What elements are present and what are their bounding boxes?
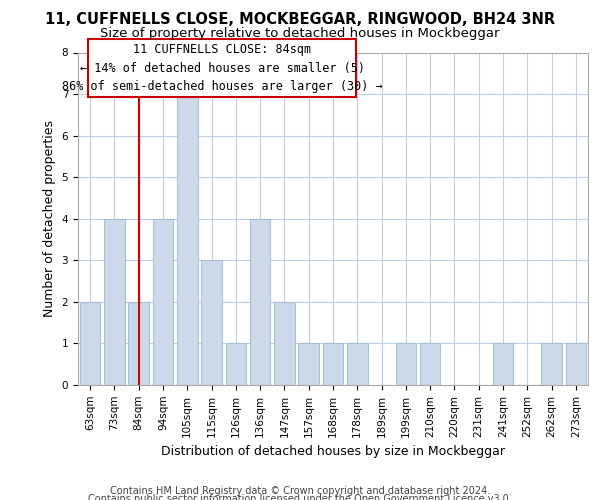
Bar	[493, 344, 514, 385]
Bar	[201, 260, 222, 385]
Bar	[566, 344, 586, 385]
FancyBboxPatch shape	[88, 39, 356, 98]
Text: Size of property relative to detached houses in Mockbeggar: Size of property relative to detached ho…	[100, 28, 500, 40]
Text: 11, CUFFNELLS CLOSE, MOCKBEGGAR, RINGWOOD, BH24 3NR: 11, CUFFNELLS CLOSE, MOCKBEGGAR, RINGWOO…	[45, 12, 555, 28]
Bar	[177, 94, 197, 385]
Bar	[395, 344, 416, 385]
Bar	[347, 344, 368, 385]
Bar	[226, 344, 246, 385]
Bar	[298, 344, 319, 385]
Bar	[104, 219, 125, 385]
Bar	[274, 302, 295, 385]
Bar	[80, 302, 100, 385]
Y-axis label: Number of detached properties: Number of detached properties	[43, 120, 56, 318]
X-axis label: Distribution of detached houses by size in Mockbeggar: Distribution of detached houses by size …	[161, 445, 505, 458]
Text: Contains public sector information licensed under the Open Government Licence v3: Contains public sector information licen…	[88, 494, 512, 500]
Bar	[250, 219, 271, 385]
Bar	[128, 302, 149, 385]
Bar	[420, 344, 440, 385]
Text: Contains HM Land Registry data © Crown copyright and database right 2024.: Contains HM Land Registry data © Crown c…	[110, 486, 490, 496]
Bar	[541, 344, 562, 385]
Text: 11 CUFFNELLS CLOSE: 84sqm
← 14% of detached houses are smaller (5)
86% of semi-d: 11 CUFFNELLS CLOSE: 84sqm ← 14% of detac…	[62, 44, 382, 94]
Bar	[323, 344, 343, 385]
Bar	[152, 219, 173, 385]
